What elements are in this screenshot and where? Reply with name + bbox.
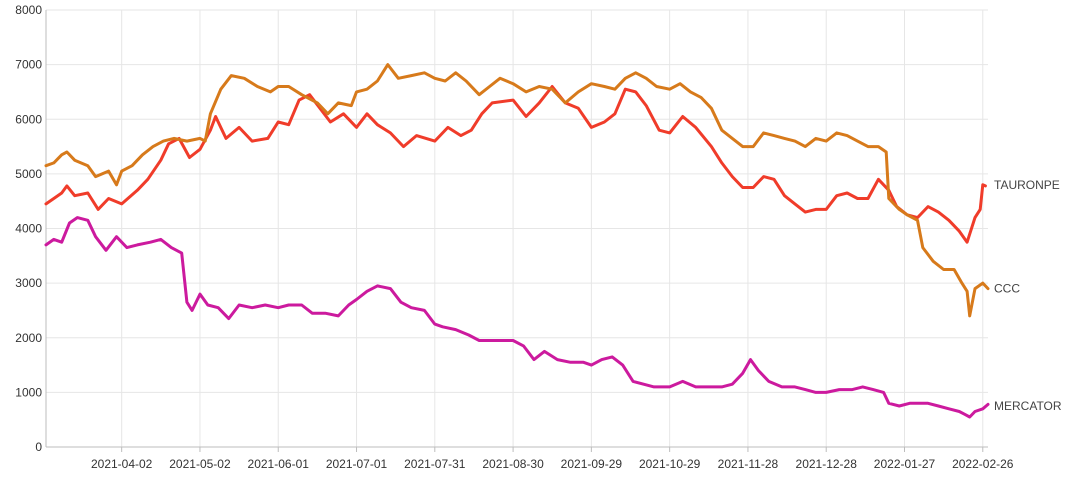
x-tick-label: 2022-01-27	[874, 457, 936, 471]
y-tick-label: 3000	[15, 276, 42, 290]
x-tick-label: 2021-11-28	[718, 457, 779, 471]
series-line-mercator	[44, 216, 990, 419]
x-tick-label: 2021-07-31	[404, 457, 466, 471]
x-tick-label: 2021-10-29	[639, 457, 701, 471]
axis-layer	[45, 10, 988, 452]
series-layer	[44, 63, 990, 419]
x-tick-label: 2021-08-30	[482, 457, 544, 471]
y-tick-label: 5000	[15, 167, 42, 181]
x-tick-label: 2021-07-01	[326, 457, 388, 471]
y-tick-label: 7000	[15, 58, 42, 72]
series-line-tauronpe	[44, 85, 987, 244]
series-label-mercator: MERCATOR	[994, 399, 1062, 413]
x-tick-label: 2021-09-29	[561, 457, 623, 471]
y-tick-label: 0	[35, 440, 42, 454]
x-tick-label: 2021-04-02	[91, 457, 153, 471]
x-tick-label: 2022-02-26	[952, 457, 1014, 471]
y-tick-label: 4000	[15, 222, 42, 236]
y-tick-label: 8000	[15, 3, 42, 17]
x-tick-label: 2021-12-28	[796, 457, 858, 471]
y-tick-label: 1000	[15, 385, 42, 399]
label-layer: 0 1000 2000 3000 4000 5000 6000 7000 8000 2021-04…	[15, 3, 1062, 471]
x-tick-label: 2021-06-01	[248, 457, 310, 471]
series-label-tauronpe: TAURONPE	[994, 178, 1060, 192]
y-tick-label: 6000	[15, 112, 42, 126]
series-label-ccc: CCC	[994, 282, 1020, 296]
series-line-ccc	[44, 63, 990, 318]
x-tick-label: 2021-05-02	[169, 457, 231, 471]
y-tick-label: 2000	[15, 331, 42, 345]
grid-layer	[46, 9, 988, 448]
